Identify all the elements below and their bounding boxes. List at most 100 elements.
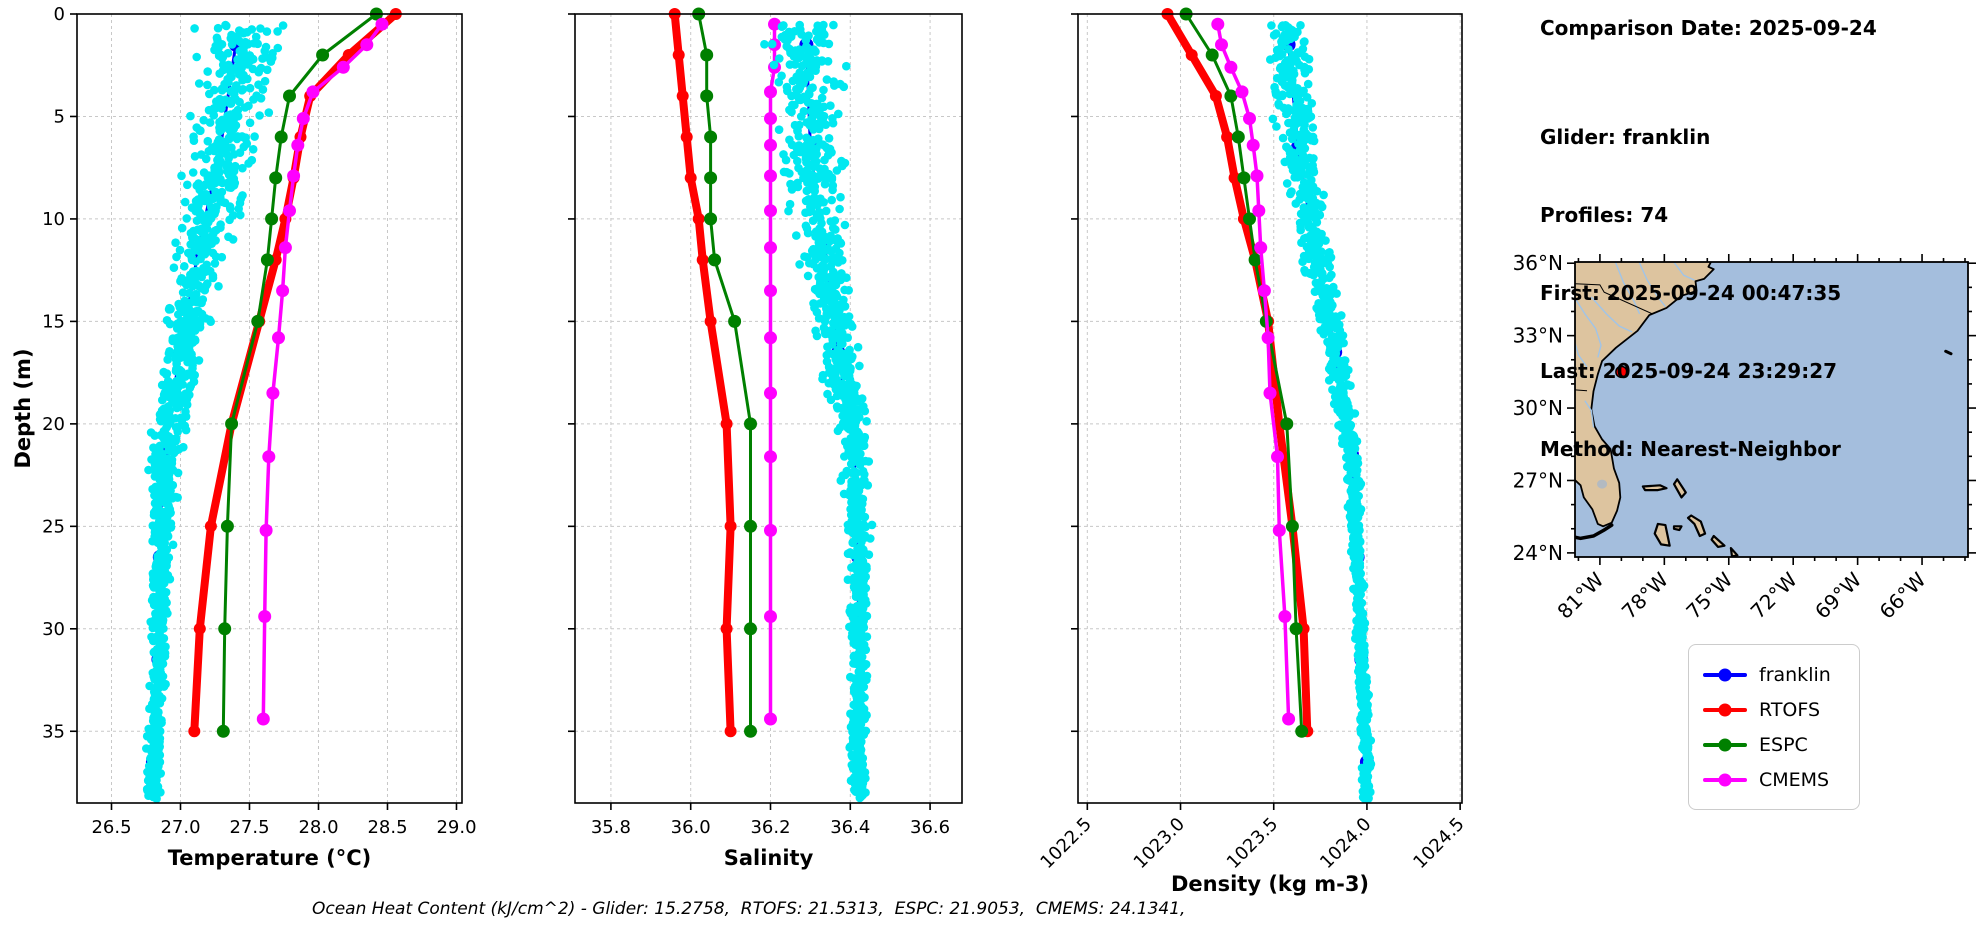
salinity-series-CMEMS-line xyxy=(768,22,777,721)
svg-text:20: 20 xyxy=(42,414,65,435)
map-island xyxy=(1641,484,1668,492)
map-bermuda xyxy=(1944,349,1953,356)
map-river xyxy=(1638,262,1666,308)
density-series-CMEMS-line xyxy=(1216,22,1291,721)
svg-text:27.0: 27.0 xyxy=(160,817,200,838)
salinity-series-RTOFS-line xyxy=(670,10,735,736)
svg-text:35.8: 35.8 xyxy=(591,817,631,838)
svg-text:Salinity: Salinity xyxy=(724,846,814,870)
map-state-border xyxy=(1575,283,1653,315)
svg-text:28.5: 28.5 xyxy=(367,817,407,838)
temperature-series-ESPC-markers xyxy=(216,7,383,738)
temperature-series-CMEMS-markers xyxy=(256,17,389,726)
glider-info-block: Glider: franklin Profiles: 74 First: 202… xyxy=(1540,72,1841,514)
svg-text:36.4: 36.4 xyxy=(830,817,870,838)
svg-text:26.5: 26.5 xyxy=(91,817,131,838)
svg-text:27°N: 27°N xyxy=(1513,468,1563,492)
legend-marker-dot xyxy=(1718,773,1732,786)
temperature-plot: 26.5 27.0 27.5 28.0 28.5 29.0 0 5 10 15 20 25 30 35 Te… xyxy=(11,4,477,870)
temperature-series-CMEMS-line xyxy=(261,22,384,721)
svg-text:36.6: 36.6 xyxy=(910,817,950,838)
svg-text:36.0: 36.0 xyxy=(671,817,711,838)
legend-item-franklin: franklin xyxy=(1703,657,1845,692)
map-island xyxy=(1672,525,1683,532)
map-island xyxy=(1710,534,1726,549)
legend-label: CMEMS xyxy=(1759,768,1830,791)
temperature-series-ESPC-line xyxy=(221,12,378,733)
glider-location-marker xyxy=(1615,365,1628,379)
svg-text:69°W: 69°W xyxy=(1810,567,1866,623)
map-island xyxy=(1653,522,1671,547)
density-plot: 1022.5 1023.0 1023.5 1024.0 1024.5 Density (k… xyxy=(1036,7,1469,896)
map-island xyxy=(1672,478,1687,499)
map-river xyxy=(1614,262,1641,315)
temperature-glider-raw-points xyxy=(142,20,288,803)
map-island xyxy=(1686,514,1707,538)
map-river xyxy=(1672,262,1695,281)
svg-text:72°W: 72°W xyxy=(1746,567,1802,623)
legend-label: ESPC xyxy=(1759,733,1808,756)
svg-text:29.0: 29.0 xyxy=(436,817,476,838)
last-profile-time-text: Last: 2025-09-24 23:29:27 xyxy=(1540,359,1838,383)
legend-label: RTOFS xyxy=(1759,698,1821,721)
svg-text:81°W: 81°W xyxy=(1552,567,1608,623)
svg-text:1022.5: 1022.5 xyxy=(1036,814,1095,873)
legend-line-sample xyxy=(1703,773,1747,786)
map-geography xyxy=(1575,262,1968,557)
legend-marker-dot xyxy=(1718,703,1732,716)
svg-text:5: 5 xyxy=(54,106,65,127)
density-glider-raw-points xyxy=(1266,21,1376,804)
map-river xyxy=(1590,296,1633,333)
svg-text:78°W: 78°W xyxy=(1617,567,1673,623)
density-series-ESPC-markers xyxy=(1179,7,1309,738)
map-florida-keys xyxy=(1575,523,1614,541)
legend-line-sample xyxy=(1703,703,1747,716)
map-island xyxy=(1729,546,1739,557)
svg-text:75°W: 75°W xyxy=(1681,567,1737,623)
salinity-series-ESPC-markers xyxy=(692,7,757,738)
map-plot: 81°W 78°W 75°W 72°W 69°W 66°W 36°N 33°N 30°N 27°N… xyxy=(1513,251,1976,624)
legend: franklin RTOFS ESPC CMEMS xyxy=(1688,644,1860,810)
svg-text:10: 10 xyxy=(42,209,65,230)
svg-text:33°N: 33°N xyxy=(1513,324,1563,348)
svg-text:25: 25 xyxy=(42,516,65,537)
first-profile-time-text: First: 2025-09-24 00:47:35 xyxy=(1540,281,1842,305)
map-river xyxy=(1584,400,1595,428)
svg-text:36.2: 36.2 xyxy=(750,817,790,838)
svg-text:Density (kg m-3): Density (kg m-3) xyxy=(1171,872,1369,896)
legend-line-sample xyxy=(1703,738,1747,751)
svg-text:27.5: 27.5 xyxy=(229,817,269,838)
svg-text:15: 15 xyxy=(42,311,65,332)
svg-text:66°W: 66°W xyxy=(1875,567,1931,623)
legend-item-cmems: CMEMS xyxy=(1703,762,1845,797)
method-text: Method: Nearest-Neighbor xyxy=(1540,437,1841,461)
salinity-plot: 35.8 36.0 36.2 36.4 36.6 Salinity xyxy=(568,7,963,870)
map-river xyxy=(1575,297,1602,358)
legend-item-espc: ESPC xyxy=(1703,727,1845,762)
density-series-CMEMS-markers xyxy=(1211,17,1296,726)
svg-text:30°N: 30°N xyxy=(1513,396,1563,420)
map-lake-okeechobee xyxy=(1597,479,1608,489)
svg-text:Depth (m): Depth (m) xyxy=(11,348,35,468)
svg-text:Temperature (°C): Temperature (°C) xyxy=(168,846,371,870)
salinity-series-CMEMS-markers xyxy=(764,17,781,726)
salinity-series-RTOFS-markers xyxy=(668,8,737,738)
map-state-border xyxy=(1575,389,1588,392)
svg-text:30: 30 xyxy=(42,619,65,640)
svg-text:24°N: 24°N xyxy=(1513,541,1563,565)
legend-marker-dot xyxy=(1718,668,1732,681)
legend-marker-dot xyxy=(1718,738,1732,751)
salinity-glider-raw-points xyxy=(760,20,877,803)
comparison-date-text: Comparison Date: 2025-09-24 xyxy=(1540,16,1877,40)
ocean-heat-content-caption: Ocean Heat Content (kJ/cm^2) - Glider: 1… xyxy=(312,899,1186,919)
svg-text:35: 35 xyxy=(42,721,65,742)
svg-text:1023.0: 1023.0 xyxy=(1130,814,1189,873)
svg-text:28.0: 28.0 xyxy=(298,817,338,838)
svg-text:36°N: 36°N xyxy=(1513,251,1563,275)
svg-text:1024.0: 1024.0 xyxy=(1316,814,1375,873)
density-series-ESPC-line xyxy=(1184,12,1304,733)
legend-label: franklin xyxy=(1759,663,1831,686)
legend-line-sample xyxy=(1703,668,1747,681)
